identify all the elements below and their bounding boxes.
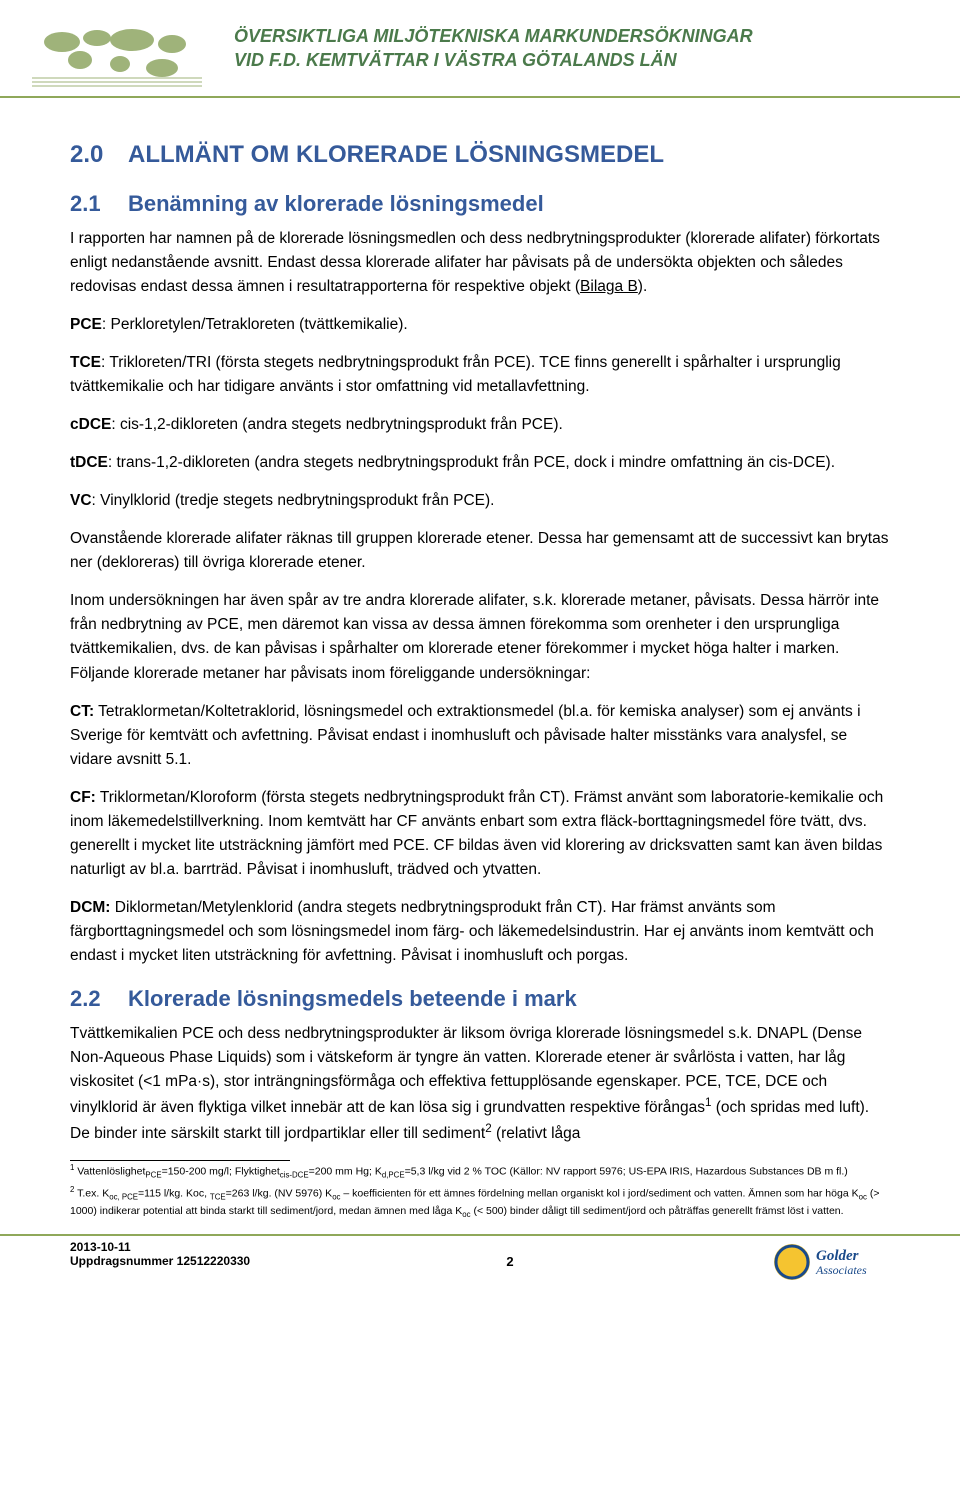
svg-text:Golder: Golder — [816, 1248, 859, 1264]
paragraph-pce: PCE: Perkloretylen/Tetrakloreten (tvättk… — [70, 313, 890, 337]
link-bilaga-b[interactable]: Bilaga B — [580, 278, 638, 295]
footer-assignment: Uppdragsnummer 12512220330 — [70, 1254, 250, 1268]
page-header: ÖVERSIKTLIGA MILJÖTEKNISKA MARKUNDERSÖKN… — [0, 0, 960, 98]
section-number: 2.2 — [70, 982, 128, 1016]
term: CT: — [70, 703, 94, 720]
term: tDCE — [70, 454, 108, 471]
text: T.ex. K — [74, 1188, 109, 1200]
section-2-0-heading: 2.0ALLMÄNT OM KLORERADE LÖSNINGSMEDEL — [70, 136, 890, 173]
section-title: Benämning av klorerade lösningsmedel — [128, 191, 544, 216]
section-number: 2.0 — [70, 136, 128, 173]
term: cDCE — [70, 416, 111, 433]
text: =263 l/kg. (NV 5976) K — [226, 1188, 333, 1200]
text: Vattenlöslighet — [74, 1166, 145, 1178]
paragraph: Tvättkemikalien PCE och dess nedbrytning… — [70, 1022, 890, 1146]
definition: : Vinylklorid (tredje stegets nedbrytnin… — [92, 492, 495, 509]
text: =150-200 mg/l; Flyktighet — [162, 1166, 280, 1178]
definition: : Trikloreten/TRI (första stegets nedbry… — [70, 354, 841, 395]
text: I rapporten har namnen på de klorerade l… — [70, 230, 880, 295]
footer: 2013-10-11 Uppdragsnummer 12512220330 2 … — [0, 1234, 960, 1307]
definition: : cis-1,2-dikloreten (andra stegets nedb… — [111, 416, 562, 433]
section-number: 2.1 — [70, 187, 128, 221]
term: TCE — [70, 354, 101, 371]
paragraph-vc: VC: Vinylklorid (tredje stegets nedbrytn… — [70, 489, 890, 513]
content: 2.0ALLMÄNT OM KLORERADE LÖSNINGSMEDEL 2.… — [0, 98, 960, 1146]
definition: Triklormetan/Kloroform (första stegets n… — [70, 789, 883, 878]
footnote-1: 1 VattenlöslighetPCE=150-200 mg/l; Flykt… — [70, 1163, 890, 1181]
section-title: Klorerade lösningsmedels beteende i mark — [128, 986, 577, 1011]
text: =115 l/kg. Koc, — [138, 1188, 210, 1200]
text: =5,3 l/kg vid 2 % TOC (Källor: NV rappor… — [405, 1166, 848, 1178]
text: ). — [638, 278, 647, 295]
text: =200 mm Hg; K — [309, 1166, 382, 1178]
paragraph: Inom undersökningen har även spår av tre… — [70, 589, 890, 685]
text: (< 500) binder dåligt till sediment/jord… — [471, 1205, 844, 1217]
term: PCE — [70, 316, 102, 333]
section-2-2-heading: 2.2Klorerade lösningsmedels beteende i m… — [70, 982, 890, 1016]
paragraph-ct: CT: Tetraklormetan/Koltetraklorid, lösni… — [70, 700, 890, 772]
footnote-separator — [70, 1160, 290, 1161]
footer-left: 2013-10-11 Uppdragsnummer 12512220330 — [70, 1240, 250, 1268]
paragraph-tdce: tDCE: trans-1,2-dikloreten (andra steget… — [70, 451, 890, 475]
term: CF: — [70, 789, 96, 806]
definition: : Perkloretylen/Tetrakloreten (tvättkemi… — [102, 316, 408, 333]
footnotes: 1 VattenlöslighetPCE=150-200 mg/l; Flykt… — [0, 1160, 960, 1220]
paragraph-dcm: DCM: Diklormetan/Metylenklorid (andra st… — [70, 896, 890, 968]
section-title: ALLMÄNT OM KLORERADE LÖSNINGSMEDEL — [128, 141, 664, 168]
golder-logo: Golder Associates — [770, 1240, 890, 1287]
definition: Tetraklormetan/Koltetraklorid, lösningsm… — [70, 703, 861, 768]
paragraph-cf: CF: Triklormetan/Kloroform (första stege… — [70, 786, 890, 882]
footnote-2: 2 T.ex. Koc, PCE=115 l/kg. Koc, TCE=263 … — [70, 1185, 890, 1220]
header-title: ÖVERSIKTLIGA MILJÖTEKNISKA MARKUNDERSÖKN… — [202, 20, 753, 73]
world-map-logo — [32, 20, 202, 88]
paragraph: I rapporten har namnen på de klorerade l… — [70, 227, 890, 299]
paragraph-tce: TCE: Trikloreten/TRI (första stegets ned… — [70, 351, 890, 399]
header-title-line1: ÖVERSIKTLIGA MILJÖTEKNISKA MARKUNDERSÖKN… — [234, 24, 753, 48]
text: (relativt låga — [492, 1125, 581, 1142]
term: DCM: — [70, 899, 110, 916]
page-number: 2 — [506, 1240, 513, 1269]
footer-date: 2013-10-11 — [70, 1240, 250, 1254]
paragraph: Ovanstående klorerade alifater räknas ti… — [70, 527, 890, 575]
page: ÖVERSIKTLIGA MILJÖTEKNISKA MARKUNDERSÖKN… — [0, 0, 960, 1507]
text: – koefficienten för ett ämnes fördelning… — [341, 1188, 859, 1200]
definition: Diklormetan/Metylenklorid (andra stegets… — [70, 899, 874, 964]
section-2-1-heading: 2.1Benämning av klorerade lösningsmedel — [70, 187, 890, 221]
term: VC — [70, 492, 92, 509]
header-title-line2: VID F.D. KEMTVÄTTAR I VÄSTRA GÖTALANDS L… — [234, 48, 753, 72]
svg-text:Associates: Associates — [815, 1263, 867, 1277]
definition: : trans-1,2-dikloreten (andra stegets ne… — [108, 454, 835, 471]
paragraph-cdce: cDCE: cis-1,2-dikloreten (andra stegets … — [70, 413, 890, 437]
